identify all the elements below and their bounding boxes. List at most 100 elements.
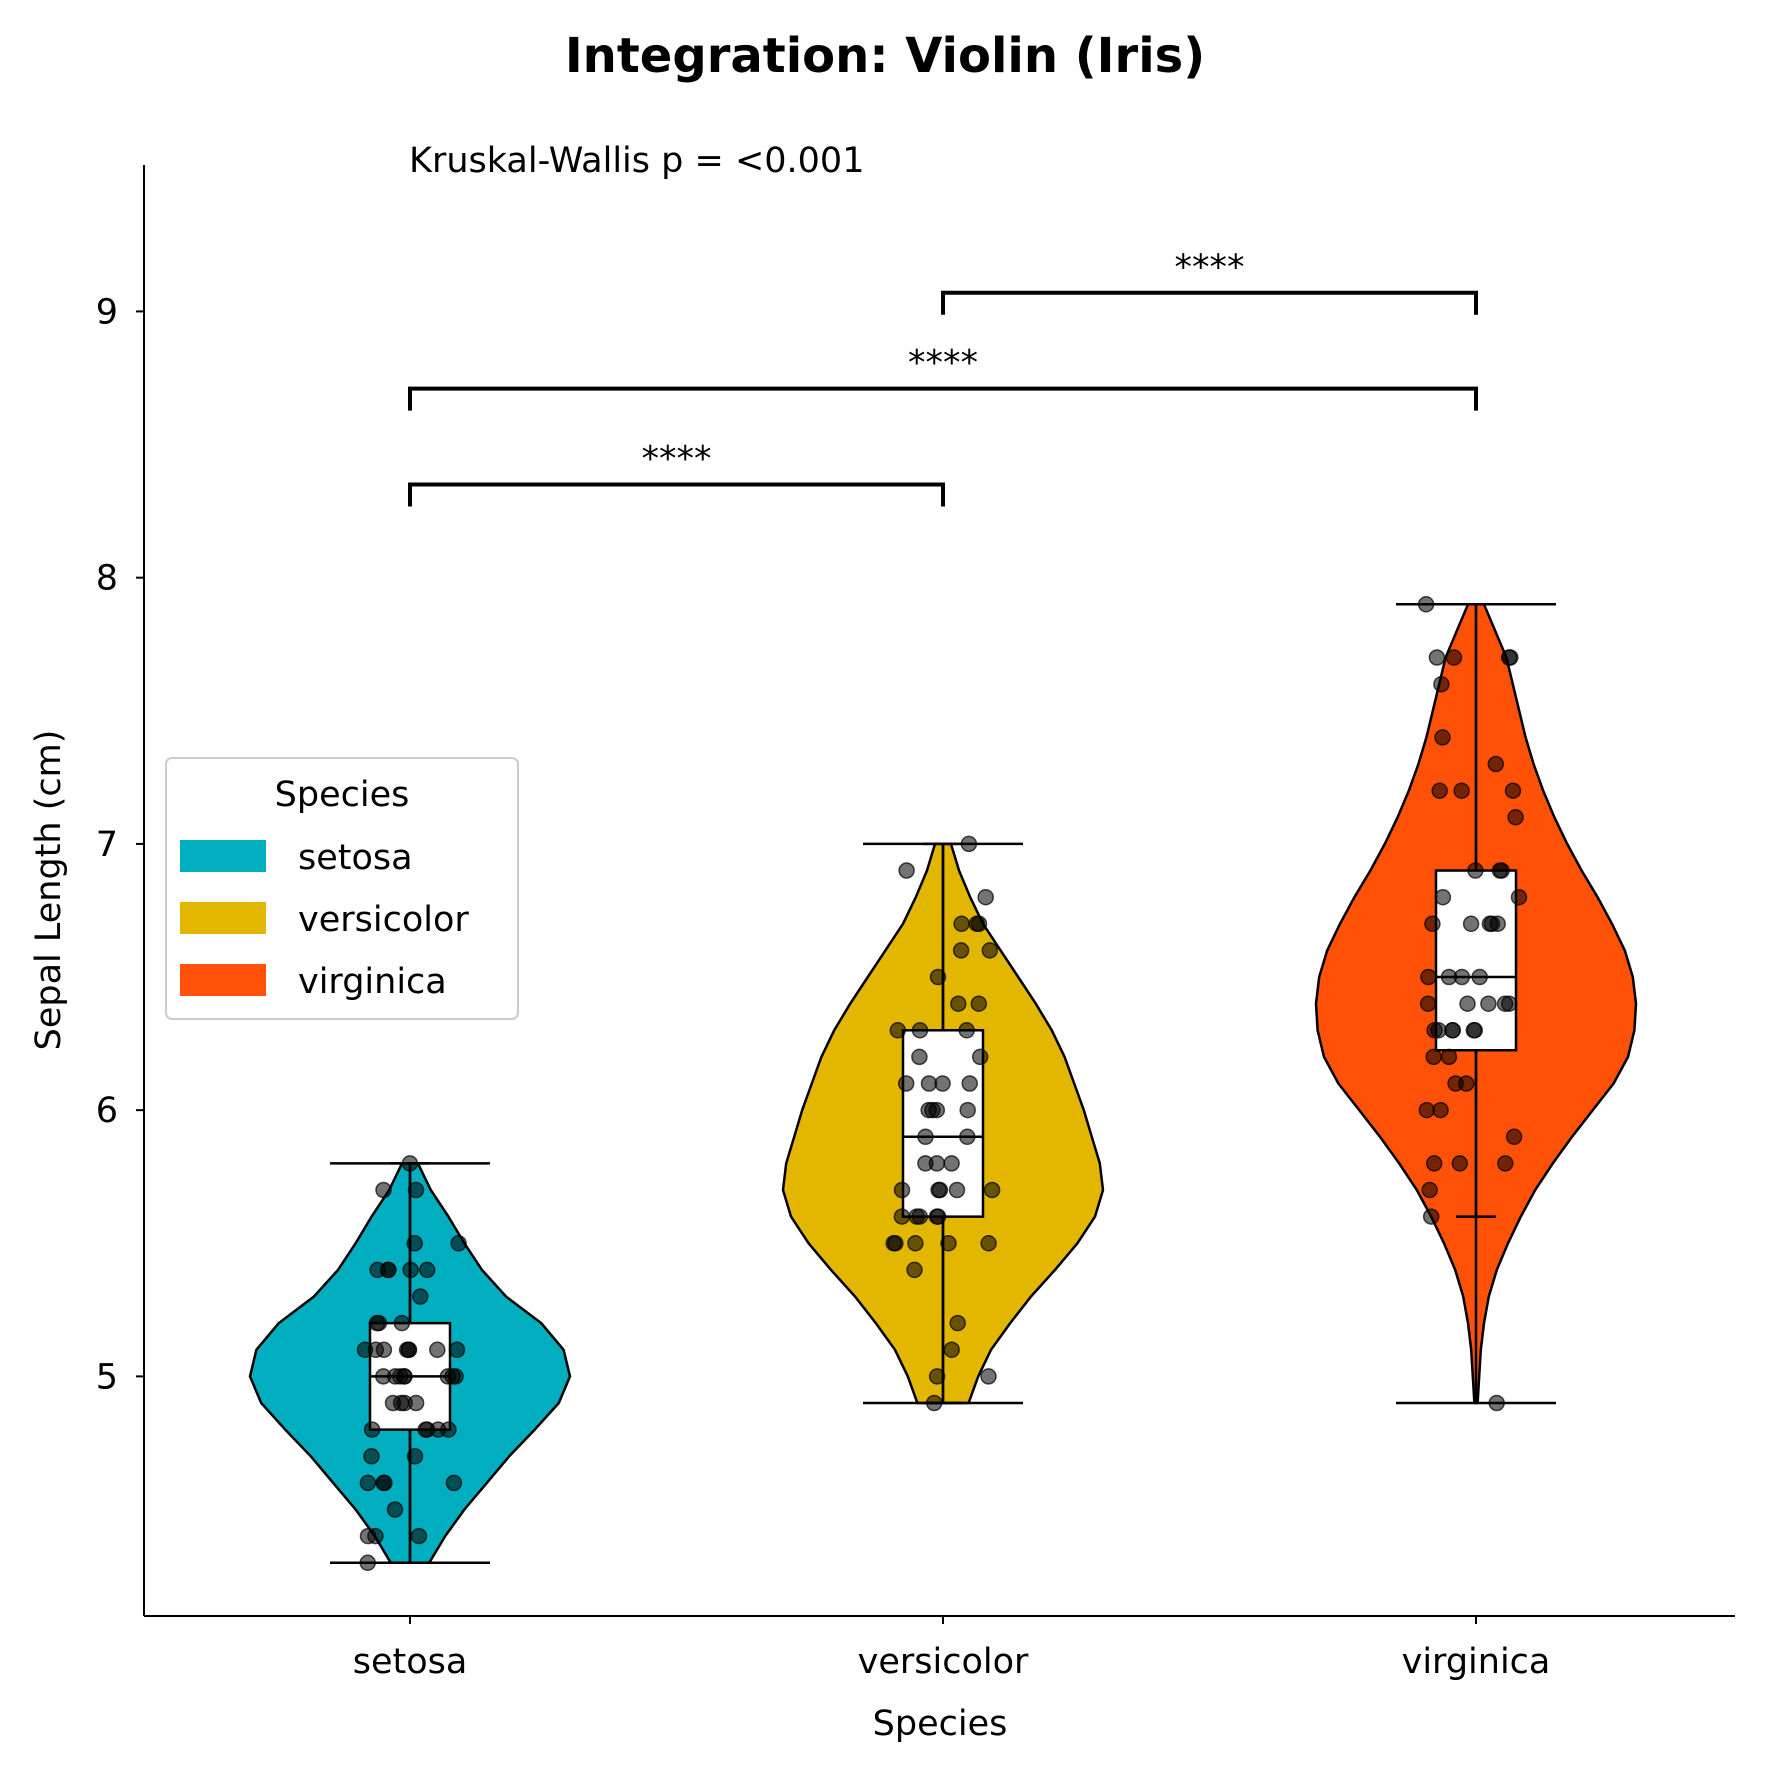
data-point xyxy=(931,1181,949,1199)
data-point xyxy=(949,1314,966,1332)
y-tick-label: 9 xyxy=(96,292,118,332)
data-point xyxy=(948,1181,966,1199)
data-point xyxy=(386,1501,404,1518)
data-point xyxy=(1425,1048,1442,1066)
y-tick-label: 8 xyxy=(96,559,118,599)
data-point xyxy=(1451,1155,1469,1172)
data-point xyxy=(1497,1155,1514,1172)
legend: Species setosa versicolor virginica xyxy=(165,757,519,1020)
data-point xyxy=(1480,995,1497,1012)
data-point xyxy=(368,1314,386,1332)
y-tick-label: 6 xyxy=(96,1091,118,1131)
data-point xyxy=(384,1394,402,1412)
significance-brackets: **** **** **** xyxy=(408,248,1478,507)
significance-bracket xyxy=(408,482,945,507)
chart-title: Integration: Violin (Iris) xyxy=(565,28,1205,84)
kruskal-wallis-annotation: Kruskal-Wallis p = <0.001 xyxy=(409,141,864,181)
data-point xyxy=(911,1022,929,1039)
data-point xyxy=(402,1261,419,1279)
data-point xyxy=(1434,729,1451,746)
data-point xyxy=(1422,1208,1440,1225)
data-point xyxy=(1453,782,1470,799)
data-point xyxy=(1467,862,1484,879)
data-point xyxy=(970,995,988,1012)
data-point xyxy=(407,1181,425,1199)
data-point xyxy=(943,1341,960,1359)
significance-label: **** xyxy=(908,344,978,384)
significance-label: **** xyxy=(642,439,712,479)
data-point xyxy=(359,1474,377,1492)
data-point xyxy=(363,1421,381,1438)
data-point xyxy=(1507,809,1524,826)
data-point xyxy=(1434,888,1452,906)
data-point xyxy=(445,1474,463,1492)
data-point xyxy=(907,1235,924,1252)
data-point xyxy=(401,1155,419,1172)
data-point xyxy=(893,1181,911,1199)
significance-label: **** xyxy=(1175,248,1245,288)
data-point xyxy=(1431,782,1448,799)
data-point xyxy=(1444,1022,1462,1039)
data-point xyxy=(1505,1128,1523,1146)
data-point xyxy=(440,1421,457,1438)
violin-group-virginica xyxy=(1314,596,1638,1412)
data-point xyxy=(1421,1181,1438,1199)
data-point xyxy=(1471,968,1488,986)
data-point xyxy=(1459,995,1476,1012)
x-tick-label: virginica xyxy=(1402,1642,1551,1682)
data-point xyxy=(1496,995,1514,1012)
data-point xyxy=(911,1048,928,1066)
data-point xyxy=(406,1235,423,1252)
data-point xyxy=(450,1235,467,1252)
y-tick-label: 5 xyxy=(96,1357,118,1397)
data-point xyxy=(893,1208,911,1225)
data-point xyxy=(970,915,988,933)
data-point xyxy=(1426,1022,1443,1039)
data-point xyxy=(444,1368,461,1385)
data-point xyxy=(943,1155,960,1172)
data-point xyxy=(959,1128,976,1146)
data-point xyxy=(448,1341,466,1359)
data-point xyxy=(375,1341,393,1359)
data-point xyxy=(917,1128,934,1146)
data-point xyxy=(375,1474,392,1492)
data-point xyxy=(980,1368,997,1385)
legend-label-versicolor: versicolor xyxy=(298,900,469,940)
data-point xyxy=(950,995,967,1012)
data-point xyxy=(412,1288,429,1305)
data-point xyxy=(375,1181,392,1199)
data-point xyxy=(1420,968,1437,986)
data-point xyxy=(934,1075,951,1092)
data-point xyxy=(940,1235,957,1252)
plot-area xyxy=(248,596,1638,1572)
y-axis-label: Sepal Length (cm) xyxy=(29,730,69,1051)
data-point xyxy=(410,1527,428,1545)
data-point xyxy=(928,1368,946,1385)
x-axis-label: Species xyxy=(873,1704,1008,1744)
data-point xyxy=(393,1314,411,1332)
legend-title: Species xyxy=(275,775,410,815)
data-point xyxy=(983,1181,1001,1199)
data-point xyxy=(1432,1101,1449,1119)
data-point xyxy=(1510,888,1528,906)
y-tick-label: 7 xyxy=(96,825,118,865)
data-point xyxy=(418,1421,436,1438)
data-point xyxy=(924,1101,941,1119)
x-tick-label: setosa xyxy=(353,1642,468,1682)
violin-group-versicolor xyxy=(781,835,1105,1412)
data-point xyxy=(1419,995,1437,1012)
data-point xyxy=(1462,915,1480,933)
data-point xyxy=(359,1554,376,1572)
data-point xyxy=(1424,915,1441,933)
data-point xyxy=(379,1261,397,1279)
data-point xyxy=(911,1208,928,1225)
violin-group-setosa xyxy=(248,1155,572,1572)
legend-swatch-virginica xyxy=(180,964,266,996)
data-point xyxy=(958,1022,975,1039)
legend-frame xyxy=(165,757,519,1020)
data-point xyxy=(363,1448,380,1465)
y-ticks: 5 6 7 8 9 xyxy=(96,292,144,1397)
data-point xyxy=(960,835,978,853)
legend-label-virginica: virginica xyxy=(298,962,447,1002)
data-point xyxy=(1481,915,1499,933)
